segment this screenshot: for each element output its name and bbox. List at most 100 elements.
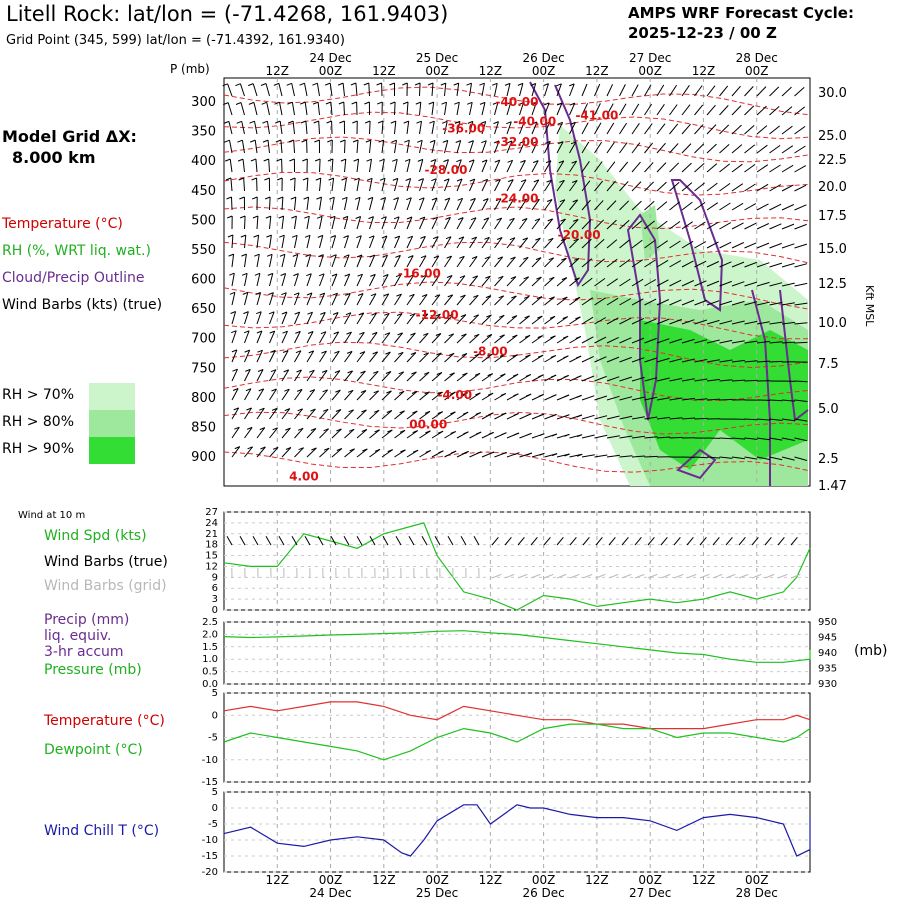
wind-barb-flag [446, 255, 452, 259]
wind-barb [631, 220, 643, 230]
dewpoint-line [223, 723, 811, 761]
pressure-right-tick: 935 [818, 664, 837, 675]
wind-barb [556, 238, 567, 249]
wind-barb [293, 139, 295, 154]
wind-barb [719, 320, 733, 325]
wind-barb-flag [285, 447, 292, 450]
wind-barb [719, 437, 733, 440]
wind-barb-flag [326, 120, 332, 124]
wind-barb-flag [414, 82, 421, 86]
wind-barb-flag [364, 120, 371, 124]
wind-barb-flag [428, 101, 434, 105]
pressure-right-tick: 940 [818, 648, 837, 659]
temperature-contour-label: -20.00 [558, 228, 601, 242]
wind-barb-true [530, 536, 538, 546]
wind-barb [706, 241, 719, 249]
wind-barb [331, 331, 340, 344]
wind-barb [581, 122, 589, 135]
wind-barb-flag [341, 177, 347, 181]
wind-barb [756, 125, 768, 135]
wind-barb-flag [434, 274, 440, 278]
wind-barb [631, 396, 645, 401]
wind-barb [494, 295, 505, 306]
wind-barb-grid [699, 573, 710, 579]
wind-barb-flag [429, 139, 436, 143]
wind-barb [406, 410, 418, 420]
wind-barb [319, 178, 322, 192]
wind-barb [306, 331, 314, 344]
wind-barb [444, 159, 449, 173]
wind-barb-flag [387, 429, 393, 433]
wind-barb-true [634, 536, 642, 546]
wind-barb [244, 407, 252, 420]
wind-barb-flag [524, 295, 530, 299]
wind-barb [444, 236, 452, 249]
panel-y-tick: 21 [205, 529, 218, 540]
wind-barb-true [751, 536, 759, 546]
wind-barb-flag [501, 451, 507, 455]
wind-barb-flag [266, 253, 273, 257]
wind-barb-flag [356, 235, 362, 239]
wind-barb-flag [556, 102, 563, 106]
wind-barb [769, 341, 783, 344]
temperature-contour-label: -41.00 [575, 109, 618, 123]
wind-barb [769, 144, 781, 154]
wind-barb-flag [345, 312, 352, 316]
wind-barb [381, 390, 392, 401]
wind-barb [329, 83, 333, 97]
wind-barb-grid [608, 573, 619, 579]
wind-barb-flag [231, 349, 238, 353]
wind-barb [469, 140, 474, 154]
legend-rh70: RH > 70% [2, 387, 75, 403]
wind-barb [669, 84, 678, 97]
wind-barb [769, 125, 781, 135]
wind-barb [244, 369, 251, 382]
wind-barb [344, 312, 352, 325]
wind-barb [756, 321, 770, 325]
wind-barb-flag [543, 83, 549, 87]
wind-barb [644, 455, 658, 458]
wind-barb-flag [371, 312, 377, 316]
wind-barb-flag [289, 158, 295, 162]
wind-barb [269, 216, 272, 230]
wind-barb [331, 312, 339, 325]
wind-barb [356, 216, 362, 230]
wind-barb-flag [442, 120, 448, 124]
wind-barb-flag [488, 451, 495, 455]
wind-barb-flag [364, 101, 370, 105]
wind-barb [469, 217, 477, 230]
wind-barb [731, 163, 743, 173]
wind-barb [606, 395, 620, 401]
wind-barb [331, 197, 335, 211]
wind-barb [431, 197, 438, 211]
wind-barb [394, 140, 397, 154]
wind-barb-flag [268, 311, 275, 315]
wind-barb-flag [342, 215, 348, 219]
wind-barb [619, 142, 628, 154]
panel-y-tick: 1.0 [202, 654, 218, 665]
wind-barb-flag [462, 411, 469, 415]
wind-barb-flag [575, 355, 582, 359]
wind-barb-flag [435, 313, 441, 317]
wind-barb-flag [564, 414, 570, 418]
wind-barb-flag [506, 140, 513, 144]
wind-barb-flag [493, 140, 500, 144]
wind-barb [606, 336, 619, 344]
wind-barb-flag [310, 428, 317, 431]
wind-barb-flag [577, 453, 583, 457]
date-tick-top: 25 Dec [416, 51, 458, 65]
wind-barb-flag [261, 101, 267, 105]
wind-barb [531, 199, 540, 211]
wind-barb [419, 159, 424, 173]
wind-barb-flag [475, 431, 482, 435]
wind-barb [344, 139, 346, 154]
wind-barb [719, 222, 732, 230]
wind-barb [656, 220, 668, 230]
wind-barb [731, 320, 745, 325]
wind-barb [306, 311, 313, 325]
temperature-contour-label: -24.00 [496, 191, 539, 205]
wind-barb-flag [320, 331, 327, 335]
temperature-contour-label: -16.00 [398, 267, 441, 281]
wind-barb [556, 122, 564, 135]
wind-barb [681, 378, 695, 382]
